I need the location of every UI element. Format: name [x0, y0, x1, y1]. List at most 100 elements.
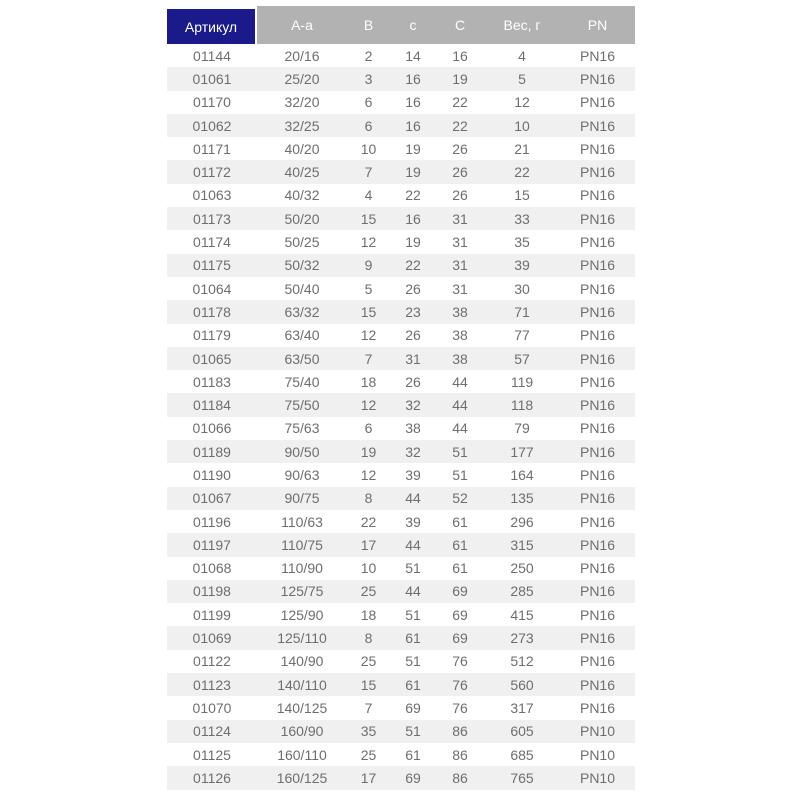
table-cell: 125/90 [280, 606, 324, 623]
table-row: 01197 110/75 17 44 61 315 PN16 [167, 533, 635, 557]
table-cell: 4 [364, 187, 373, 204]
table-cell: 69 [405, 769, 421, 786]
table-cell: PN16 [579, 303, 616, 320]
table-cell: 01170 [193, 94, 231, 111]
table-cell: 75/40 [284, 373, 320, 390]
table-cell: 415 [510, 606, 534, 623]
table-cell: 18 [360, 373, 377, 390]
table-row: 01171 40/20 10 19 26 21 PN16 [167, 137, 635, 161]
table-cell: 71 [514, 303, 530, 320]
table-cell: 16 [405, 117, 421, 134]
table-cell: 01175 [193, 257, 231, 274]
table-cell: 77 [514, 327, 530, 344]
table-cell: 160/110 [277, 746, 327, 763]
table-cell: 35 [360, 723, 377, 740]
table-cell: PN16 [579, 164, 616, 181]
table-cell: 01125 [193, 746, 231, 763]
table-cell: PN16 [579, 443, 616, 460]
table-cell: 119 [510, 373, 534, 390]
table-cell: 26 [405, 280, 421, 297]
table-cell: 90/50 [284, 443, 320, 460]
table-cell: 31 [452, 234, 468, 251]
table-row: 01196 110/63 22 39 61 296 PN16 [167, 509, 635, 534]
table-cell: 40/20 [284, 140, 320, 157]
table-cell: PN16 [579, 70, 616, 87]
table-cell: PN16 [579, 210, 616, 227]
table-row: 01062 32/25 6 16 22 10 PN16 [167, 113, 635, 138]
table-cell: 01183 [193, 373, 231, 390]
table-cell: 22 [452, 94, 468, 111]
table-cell: 61 [452, 536, 468, 553]
table-row: 01179 63/40 12 26 38 77 PN16 [167, 323, 635, 347]
table-cell: 31 [405, 350, 421, 367]
table-cell: PN16 [579, 234, 616, 251]
table-cell: 51 [452, 443, 468, 460]
table-cell: 25 [360, 653, 377, 670]
table-cell: 50/20 [284, 210, 320, 227]
table-row: 01190 90/63 12 39 51 164 PN16 [167, 463, 635, 487]
table-cell: 01063 [192, 187, 232, 204]
table-cell: 40/32 [284, 187, 320, 204]
table-row: 01198 125/75 25 44 69 285 PN16 [167, 579, 635, 604]
table-row: 01123 140/110 15 61 76 560 PN16 [167, 673, 635, 697]
table-cell: PN16 [579, 140, 616, 157]
table-cell: 19 [405, 140, 421, 157]
table-row: 01061 25/20 3 16 19 5 PN16 [167, 67, 635, 91]
table-cell: 01174 [193, 234, 231, 251]
table-cell: 33 [514, 210, 530, 227]
table-cell: 44 [452, 420, 468, 437]
table-cell: 01067 [192, 490, 232, 507]
table-cell: 01198 [193, 583, 231, 600]
table-cell: 76 [452, 699, 468, 716]
table-cell: 560 [510, 676, 534, 693]
table-cell: 164 [510, 466, 534, 483]
table-cell: 160/90 [280, 723, 324, 740]
table-cell: 22 [452, 117, 468, 134]
table-cell: 01126 [193, 769, 231, 786]
table-cell: 86 [452, 746, 468, 763]
table-cell: PN16 [579, 653, 616, 670]
table-cell: 16 [405, 70, 421, 87]
table-cell: 19 [360, 443, 377, 460]
table-cell: PN16 [579, 187, 616, 204]
table-cell: 51 [405, 606, 421, 623]
table-cell: 12 [360, 397, 377, 414]
table-body: 01144 20/16 2 14 16 4 PN16 01061 25/20 3 16 19 5 PN16… [167, 44, 635, 790]
table-row: 01068 110/90 10 51 61 250 PN16 [167, 556, 635, 580]
table-row: 01063 40/32 4 22 26 15 PN16 [167, 183, 635, 208]
table-cell: 15 [360, 210, 377, 227]
table-cell: 38 [452, 303, 468, 320]
table-cell: 22 [514, 164, 530, 181]
table-cell: 14 [405, 47, 421, 64]
table-cell: 61 [405, 630, 421, 647]
table-cell: 7 [364, 164, 373, 181]
table-cell: PN16 [579, 350, 616, 367]
table-cell: 01179 [193, 327, 231, 344]
table-cell: PN16 [579, 397, 616, 414]
table-cell: 01123 [193, 676, 231, 693]
table-cell: 16 [405, 210, 421, 227]
table-cell: 76 [452, 676, 468, 693]
table-cell: 01199 [193, 606, 231, 623]
table-cell: 110/63 [281, 513, 323, 530]
table-cell: 01171 [193, 140, 231, 157]
table-cell: 57 [514, 350, 530, 367]
table-cell: 12 [360, 466, 377, 483]
table-cell: 19 [452, 70, 468, 87]
column-header-weight: Вес, г [484, 6, 560, 44]
table-cell: 01173 [193, 210, 231, 227]
table-cell: 01070 [192, 699, 232, 716]
column-header-c-small: c [390, 6, 436, 44]
table-cell: 69 [452, 583, 468, 600]
table-row: 01144 20/16 2 14 16 4 PN16 [167, 44, 635, 68]
table-cell: 25/20 [284, 70, 320, 87]
table-cell: 63/50 [284, 350, 320, 367]
table-cell: 40/25 [284, 164, 320, 181]
table-cell: PN16 [579, 280, 616, 297]
table-cell: 63/32 [284, 303, 320, 320]
table-cell: 31 [452, 280, 468, 297]
column-header-a-a: A-a [257, 6, 347, 44]
table-cell: PN16 [579, 47, 616, 64]
table-cell: 44 [405, 490, 421, 507]
